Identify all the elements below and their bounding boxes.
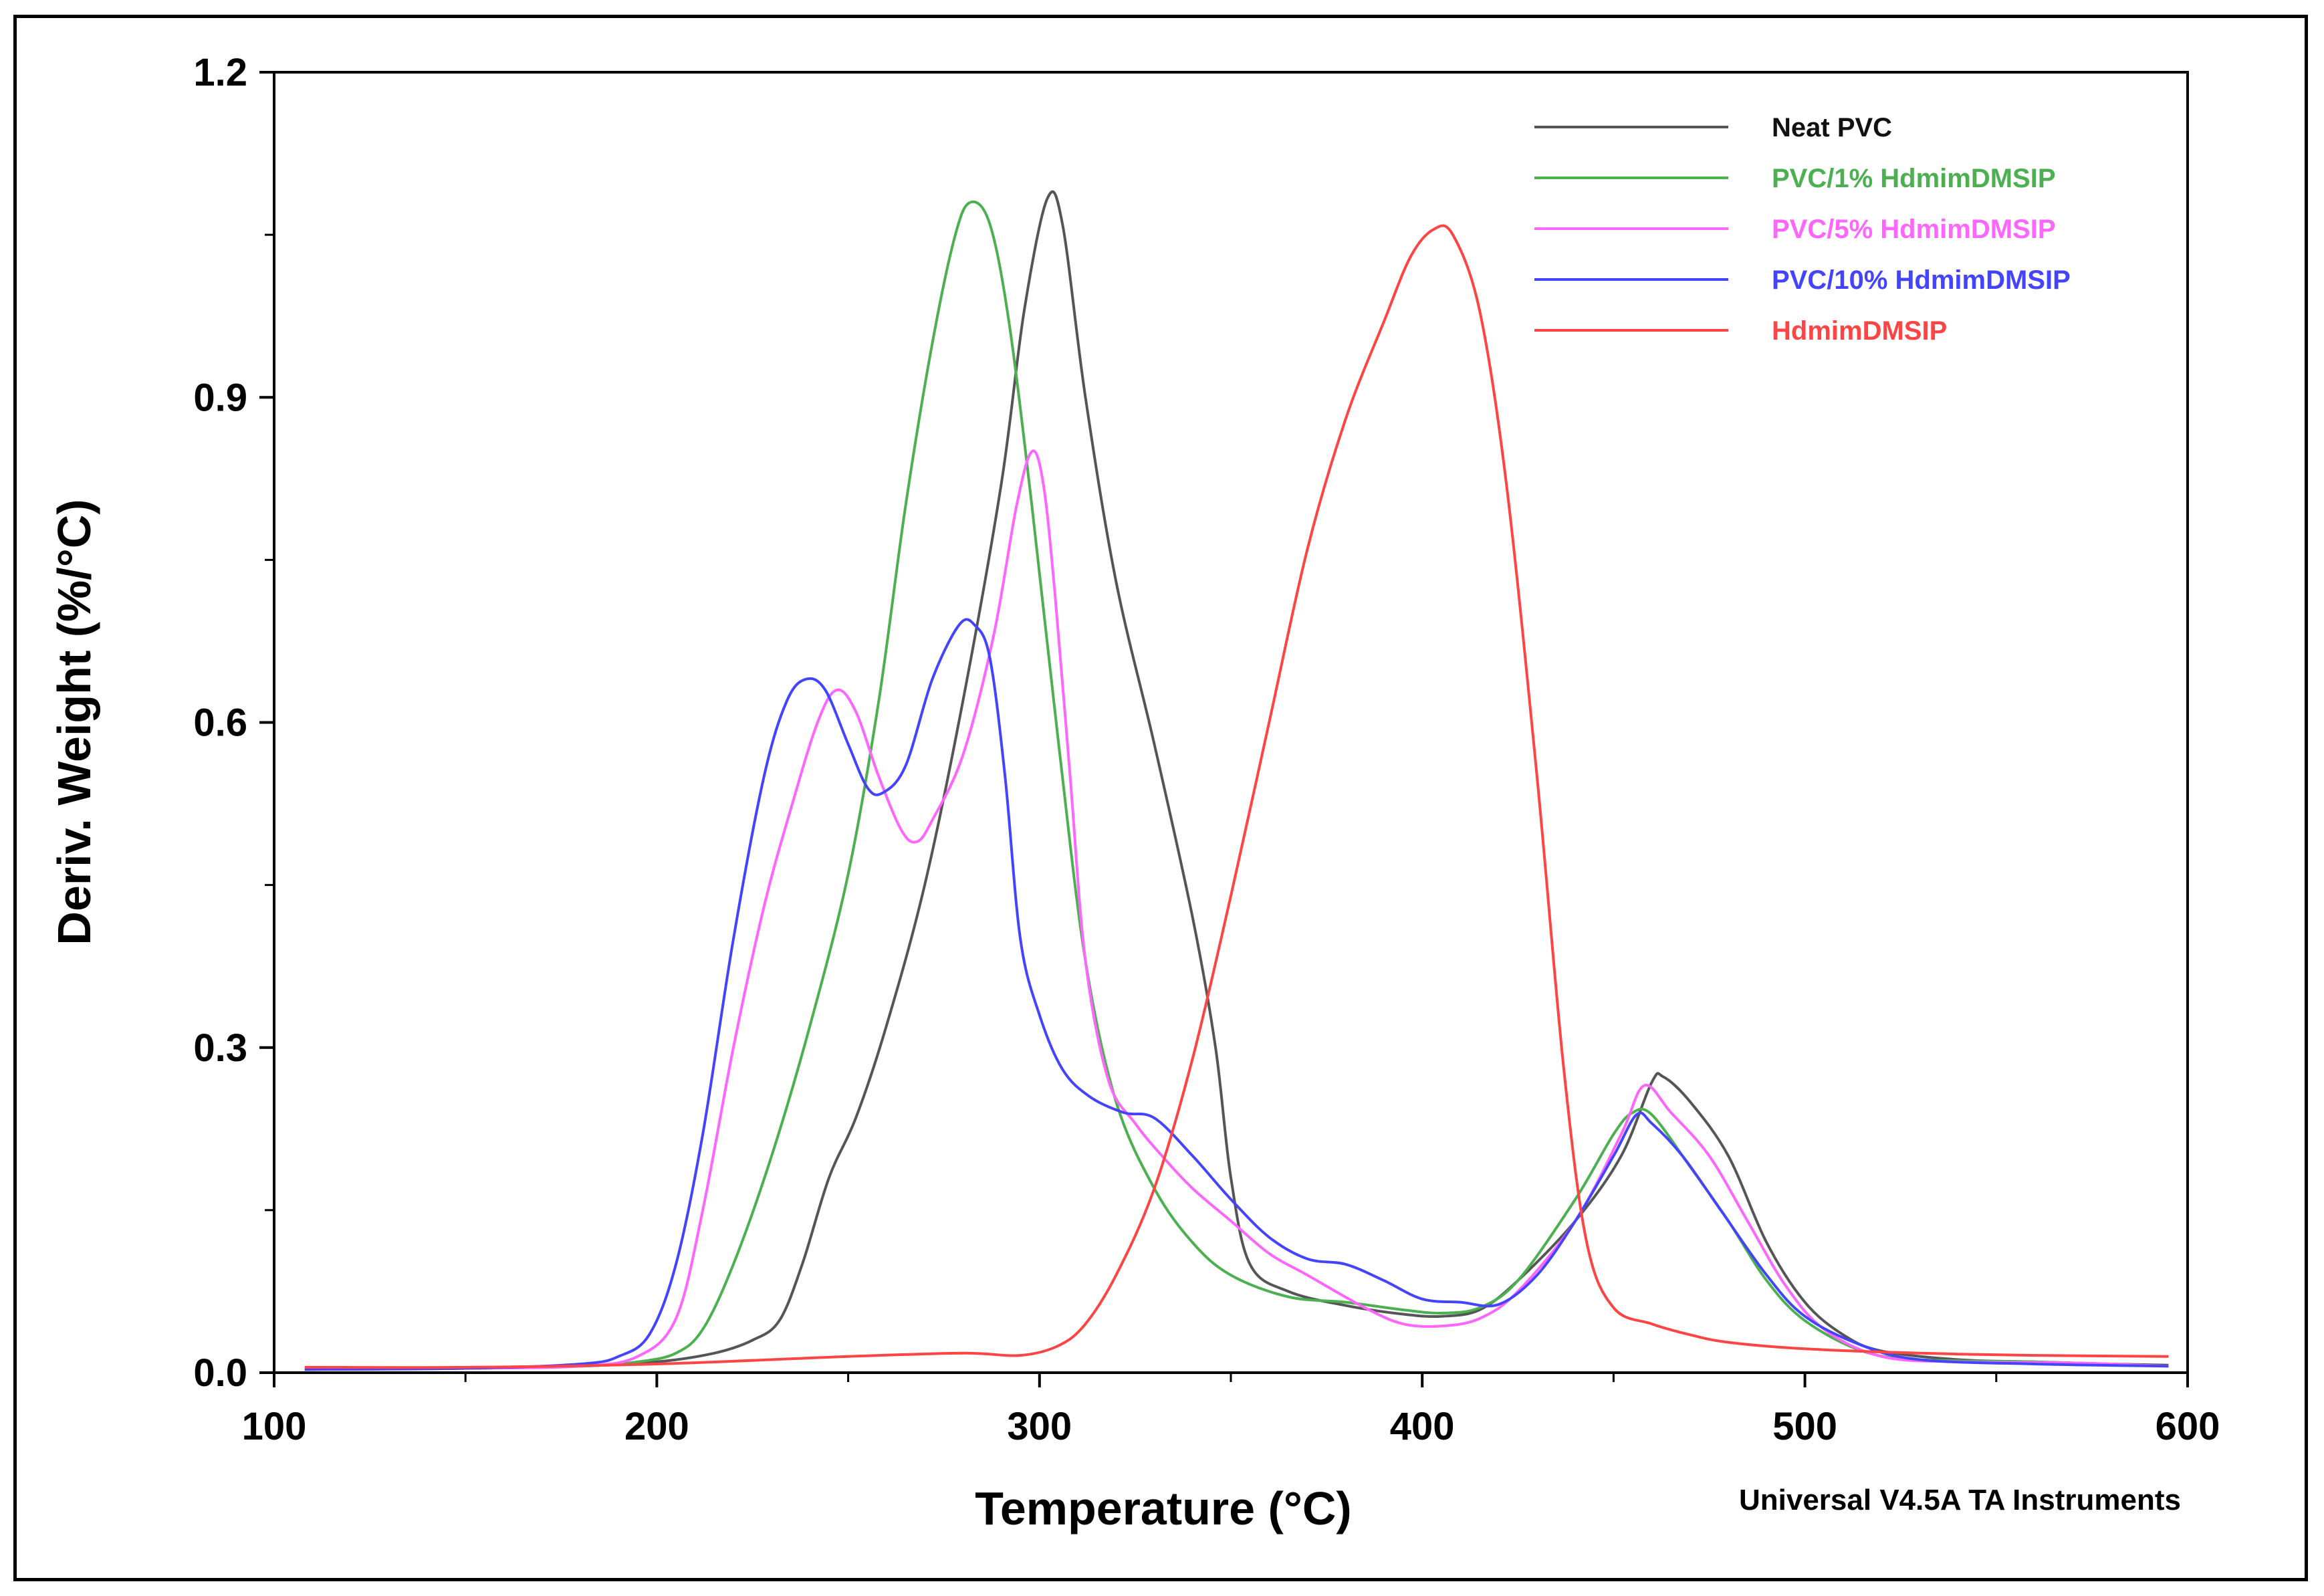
x-tick-label: 200 (624, 1405, 689, 1448)
figure-frame (13, 15, 2308, 1581)
x-tick-label: 100 (242, 1405, 307, 1448)
x-tick-label: 500 (1772, 1405, 1837, 1448)
series-line-neat-pvc (304, 190, 2169, 1371)
y-tick-label: 1.2 (193, 51, 247, 94)
axis-ticks: 100 200 300 400 500 600 0.0 0.3 0.6 0.9 1.2 (193, 51, 2220, 1448)
instrument-footer: Universal V4.5A TA Instruments (1739, 1484, 2181, 1516)
y-tick-label: 0.3 (193, 1026, 247, 1070)
y-axis-title: Deriv. Weight (%/°C) (48, 499, 100, 945)
legend-label-hdmimdmsip: HdmimDMSIP (1772, 316, 1947, 346)
x-axis-title: Temperature (°C) (975, 1482, 1351, 1534)
legend-label-neat-pvc: Neat PVC (1772, 113, 1892, 142)
legend-label-pvc-1pct-hdmimdmsip: PVC/1% HdmimDMSIP (1772, 164, 2056, 193)
y-tick-label: 0.9 (193, 376, 247, 419)
series-line-pvc-10pct-hdmimdmsip (304, 618, 2169, 1371)
series-line-pvc-1pct-hdmimdmsip (304, 200, 2169, 1371)
series-layer (304, 190, 2169, 1371)
x-tick-label: 600 (2156, 1405, 2220, 1448)
y-tick-label: 0.6 (193, 701, 247, 745)
x-tick-label: 300 (1007, 1405, 1072, 1448)
x-tick-label: 400 (1390, 1405, 1455, 1448)
legend: Neat PVC PVC/1% HdmimDMSIP PVC/5% HdmimDMS… (1534, 113, 2071, 346)
legend-label-pvc-5pct-hdmimdmsip: PVC/5% HdmimDMSIP (1772, 215, 2056, 244)
series-line-pvc-5pct-hdmimdmsip (304, 449, 2169, 1371)
legend-label-pvc-10pct-hdmimdmsip: PVC/10% HdmimDMSIP (1772, 265, 2071, 295)
y-tick-label: 0.0 (193, 1351, 247, 1395)
series-line-hdmimdmsip (304, 224, 2169, 1369)
